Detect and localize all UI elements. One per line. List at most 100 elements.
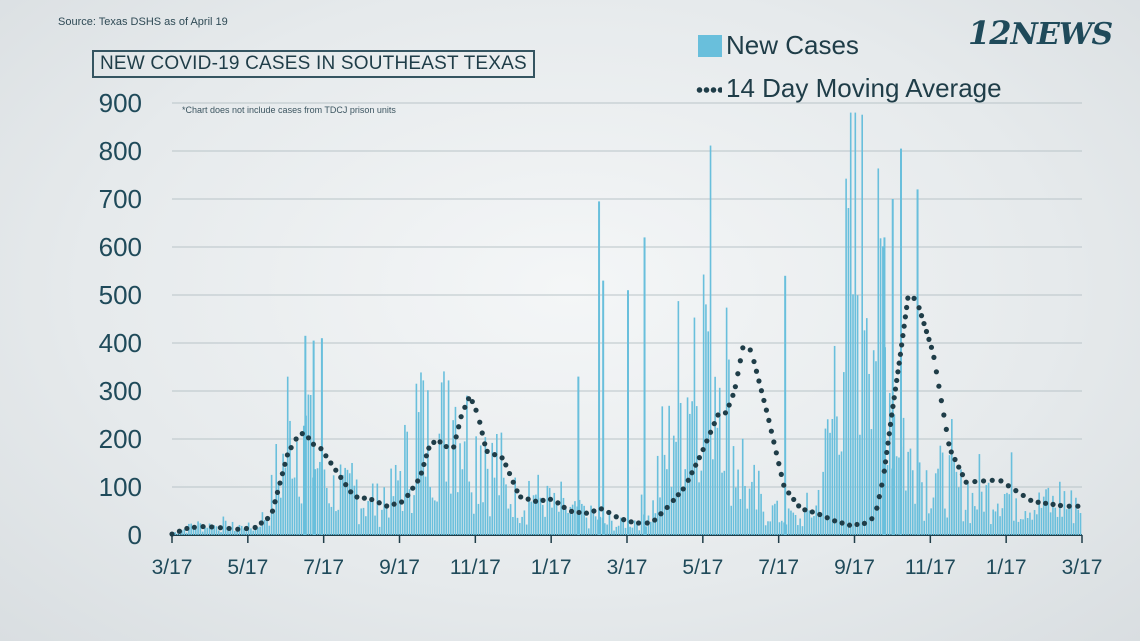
bar-day-277 — [808, 510, 811, 535]
bar-day-354 — [985, 485, 988, 535]
avg-point — [751, 358, 757, 365]
avg-point — [191, 524, 197, 530]
bar-day-395 — [1079, 513, 1082, 535]
avg-point — [756, 378, 762, 384]
bar-day-137 — [486, 468, 489, 535]
bar-day-215 — [666, 469, 668, 535]
bar-day-101 — [404, 424, 406, 535]
avg-point — [963, 479, 969, 485]
bar-day-338 — [948, 455, 951, 535]
avg-point — [492, 452, 498, 458]
y-tick-0: 0 — [128, 520, 142, 550]
bar-day-216 — [668, 405, 670, 535]
avg-point — [761, 397, 767, 404]
bar-day-118 — [443, 371, 445, 535]
avg-point — [890, 403, 896, 409]
bar-day-119 — [445, 481, 448, 535]
bar-day-110 — [424, 476, 427, 535]
avg-point — [886, 431, 892, 437]
bar-day-139 — [491, 442, 494, 535]
bar-day-45 — [275, 444, 278, 535]
bar-day-323 — [914, 503, 916, 535]
avg-point — [226, 525, 232, 532]
legend-dotted-swatch — [696, 87, 722, 93]
bar-day-66 — [323, 469, 326, 535]
bar-day-141 — [496, 434, 498, 535]
avg-point — [933, 369, 940, 375]
bar-day-31 — [243, 528, 245, 535]
avg-point — [768, 428, 774, 434]
bar-day-266 — [783, 522, 785, 535]
avg-point — [288, 445, 294, 451]
bar-day-136 — [484, 437, 487, 535]
x-tick-7: 5/17 — [682, 556, 723, 579]
avg-point — [1050, 501, 1056, 507]
avg-point — [885, 440, 891, 446]
bar-day-106 — [415, 383, 418, 535]
avg-point — [1013, 488, 1019, 494]
avg-point — [923, 328, 930, 335]
bar-day-344 — [962, 521, 965, 535]
bar-spike-10 — [891, 199, 894, 535]
y-tick-800: 800 — [99, 136, 142, 166]
bar-day-93 — [385, 504, 388, 535]
avg-point — [576, 509, 582, 516]
x-tick-3: 9/17 — [379, 556, 420, 579]
avg-point — [899, 342, 905, 348]
bar-day-248 — [741, 438, 744, 535]
y-tick-200: 200 — [99, 424, 142, 454]
avg-point — [737, 358, 743, 364]
avg-point — [465, 396, 472, 402]
bar-day-194 — [617, 525, 620, 535]
bar-day-283 — [822, 471, 824, 535]
bar-day-199 — [629, 526, 631, 535]
bar-day-113 — [431, 497, 434, 535]
avg-point — [802, 507, 808, 513]
bar-day-221 — [679, 402, 682, 535]
avg-point — [184, 525, 190, 532]
bar-day-241 — [725, 307, 728, 535]
avg-point — [318, 446, 324, 452]
avg-point — [235, 526, 241, 532]
avg-point — [892, 386, 899, 392]
bar-day-311 — [886, 464, 889, 535]
bar-day-329 — [928, 513, 930, 535]
avg-point — [652, 517, 658, 523]
bar-day-179 — [583, 505, 585, 535]
bar-day-164 — [548, 488, 551, 535]
bar-day-80 — [355, 479, 358, 535]
bar-day-192 — [613, 530, 615, 535]
bar-day-368 — [1017, 521, 1020, 535]
bar-day-333 — [937, 468, 939, 535]
avg-point — [711, 421, 717, 427]
bar-day-341 — [955, 471, 958, 535]
bar-day-383 — [1052, 495, 1054, 535]
bar-day-168 — [558, 511, 560, 535]
avg-point — [209, 524, 215, 530]
avg-point — [700, 446, 706, 453]
avg-point — [884, 449, 890, 456]
bar-day-253 — [753, 464, 755, 535]
bar-day-212 — [659, 497, 661, 535]
bar-day-245 — [735, 487, 737, 535]
bar-spike-11 — [900, 148, 902, 535]
avg-point — [456, 424, 462, 430]
bar-day-100 — [401, 510, 404, 535]
bar-day-251 — [748, 488, 751, 535]
bar-day-314 — [893, 414, 896, 535]
bar-day-267 — [785, 524, 788, 535]
bar-day-153 — [523, 510, 526, 535]
bar-day-48 — [282, 453, 284, 535]
bar-day-300 — [861, 114, 863, 535]
avg-point — [773, 450, 779, 456]
avg-point — [846, 522, 853, 528]
bar-day-220 — [677, 301, 680, 535]
bar-day-161 — [541, 504, 544, 535]
bar-day-390 — [1068, 507, 1070, 535]
bar-day-144 — [502, 477, 505, 535]
avg-point — [936, 383, 942, 389]
bar-day-352 — [980, 491, 983, 535]
bar-day-107 — [417, 412, 420, 535]
avg-point — [894, 377, 900, 384]
